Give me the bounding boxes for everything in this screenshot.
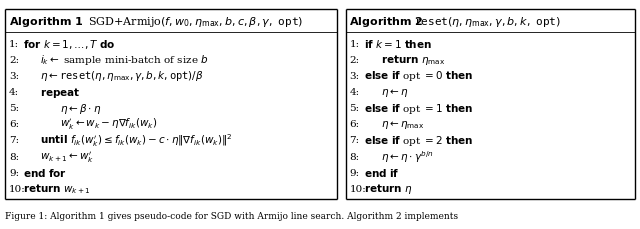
Text: 3:: 3: [9,72,19,81]
Text: 9:: 9: [9,168,19,177]
Text: $\mathbf{Algorithm\ 1}$: $\mathbf{Algorithm\ 1}$ [9,15,84,29]
Text: $\mathbf{until}$ $f_{ik}(w^\prime_k) \leq f_{ik}(w_k) - c \cdot \eta \|\nabla f_: $\mathbf{until}$ $f_{ik}(w^\prime_k) \le… [40,132,232,149]
Text: $\eta \leftarrow \beta \cdot \eta$: $\eta \leftarrow \beta \cdot \eta$ [60,101,101,115]
Text: 4:: 4: [349,88,360,97]
Text: $\mathbf{return}$ $\eta$: $\mathbf{return}$ $\eta$ [364,182,412,195]
Text: $\mathbf{end\ if}$: $\mathbf{end\ if}$ [364,166,399,178]
Text: $\mathbf{else\ if}$ opt $= 2$ $\mathbf{then}$: $\mathbf{else\ if}$ opt $= 2$ $\mathbf{t… [364,133,473,147]
Text: 2:: 2: [349,56,360,65]
Text: $\mathbf{else\ if}$ opt $= 1$ $\mathbf{then}$: $\mathbf{else\ if}$ opt $= 1$ $\mathbf{t… [364,101,473,115]
Text: $\eta \leftarrow \eta_{\max}$: $\eta \leftarrow \eta_{\max}$ [381,118,424,130]
Text: $\mathbf{if}$ $k = 1$ $\mathbf{then}$: $\mathbf{if}$ $k = 1$ $\mathbf{then}$ [364,38,431,50]
Text: 7:: 7: [9,136,19,145]
Text: 8:: 8: [9,152,19,161]
Text: $\eta \leftarrow \eta$: $\eta \leftarrow \eta$ [381,86,408,98]
Text: 7:: 7: [349,136,360,145]
Text: 8:: 8: [349,152,360,161]
Text: 10:: 10: [349,184,366,193]
Text: $\mathbf{for}$ $k = 1, \ldots, T$ $\mathbf{do}$: $\mathbf{for}$ $k = 1, \ldots, T$ $\math… [23,38,115,50]
Text: $\mathbf{repeat}$: $\mathbf{repeat}$ [40,85,81,99]
Text: $\eta \leftarrow \mathtt{reset}(\eta, \eta_{\max}, \gamma, b, k, \mathtt{opt})/\: $\eta \leftarrow \mathtt{reset}(\eta, \e… [40,69,204,83]
Text: 3:: 3: [349,72,360,81]
Text: 1:: 1: [9,39,19,49]
Text: $w^\prime_k \leftarrow w_k - \eta\nabla f_{ik}(w_k)$: $w^\prime_k \leftarrow w_k - \eta\nabla … [60,117,157,132]
Text: 6:: 6: [349,120,360,129]
Text: 6:: 6: [9,120,19,129]
Text: $i_k \leftarrow$ sample mini-batch of size $b$: $i_k \leftarrow$ sample mini-batch of si… [40,53,209,67]
Text: 4:: 4: [9,88,19,97]
Text: $\mathbf{else\ if}$ opt $= 0$ $\mathbf{then}$: $\mathbf{else\ if}$ opt $= 0$ $\mathbf{t… [364,69,473,83]
Text: SGD+Armijo$(f, w_0, \eta_{\max}, b, c, \beta, \gamma,\ \mathtt{opt})$: SGD+Armijo$(f, w_0, \eta_{\max}, b, c, \… [88,15,303,29]
Text: $\mathbf{return}$ $\eta_{\max}$: $\mathbf{return}$ $\eta_{\max}$ [381,53,445,67]
Text: 5:: 5: [349,104,360,113]
Text: $\mathbf{Algorithm\ 2}$: $\mathbf{Algorithm\ 2}$ [349,15,424,29]
Text: Figure 1: Algorithm 1 gives pseudo-code for SGD with Armijo line search. Algorit: Figure 1: Algorithm 1 gives pseudo-code … [5,211,458,220]
Text: $\mathbf{return}$ $w_{k+1}$: $\mathbf{return}$ $w_{k+1}$ [23,182,91,195]
Text: $\eta \leftarrow \eta \cdot \gamma^{b/n}$: $\eta \leftarrow \eta \cdot \gamma^{b/n}… [381,148,434,164]
Text: 10:: 10: [9,184,26,193]
Text: 1:: 1: [349,39,360,49]
Text: $\mathtt{reset}(\eta, \eta_{\max}, \gamma, b, k,\ \mathtt{opt})$: $\mathtt{reset}(\eta, \eta_{\max}, \gamm… [414,15,561,29]
Text: $w_{k+1} \leftarrow w^\prime_k$: $w_{k+1} \leftarrow w^\prime_k$ [40,149,95,164]
Text: $\mathbf{end\ for}$: $\mathbf{end\ for}$ [23,166,67,178]
Text: 2:: 2: [9,56,19,65]
Text: 9:: 9: [349,168,360,177]
Text: 5:: 5: [9,104,19,113]
